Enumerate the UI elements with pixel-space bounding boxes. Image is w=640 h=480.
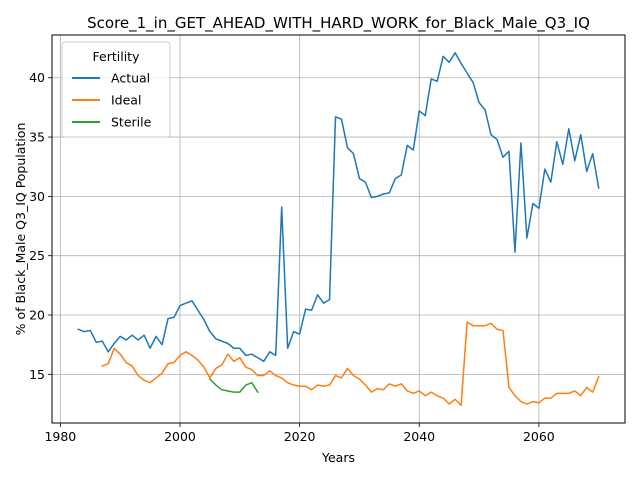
plot-area-frame bbox=[51, 34, 626, 424]
y-tick-label: 25 bbox=[29, 248, 45, 263]
chart-title: Score_1_in_GET_AHEAD_WITH_HARD_WORK_for_… bbox=[87, 14, 590, 33]
legend-label-sterile: Sterile bbox=[111, 115, 152, 130]
x-tick-label: 2020 bbox=[284, 429, 316, 444]
legend-items: Actual Ideal Sterile bbox=[72, 71, 152, 130]
x-axis: 1980 2000 2020 2040 2060 bbox=[44, 423, 555, 444]
series-line-sterile bbox=[208, 378, 259, 394]
legend-title: Fertility bbox=[93, 49, 141, 64]
legend-label-ideal: Ideal bbox=[111, 93, 141, 108]
y-tick-label: 35 bbox=[29, 130, 45, 145]
x-tick-label: 2060 bbox=[523, 429, 555, 444]
y-tick-label: 40 bbox=[29, 70, 45, 85]
x-tick-label: 2000 bbox=[164, 429, 196, 444]
legend-label-actual: Actual bbox=[111, 71, 150, 86]
grid bbox=[52, 35, 625, 423]
series-line-ideal bbox=[101, 321, 600, 406]
legend: Fertility Actual Ideal Sterile bbox=[61, 41, 171, 138]
y-tick-label: 30 bbox=[29, 189, 45, 204]
x-tick-label: 2040 bbox=[403, 429, 435, 444]
x-tick-label: 1980 bbox=[44, 429, 76, 444]
y-axis: 15 20 25 30 35 40 bbox=[29, 70, 52, 382]
series-line-actual bbox=[77, 52, 600, 363]
x-axis-label: Years bbox=[321, 450, 355, 465]
series-layer bbox=[77, 52, 600, 406]
y-tick-label: 15 bbox=[29, 367, 45, 382]
y-axis-label: % of Black_Male Q3_IQ Population bbox=[13, 123, 28, 336]
legend-frame bbox=[61, 41, 171, 138]
y-tick-label: 20 bbox=[29, 308, 45, 323]
